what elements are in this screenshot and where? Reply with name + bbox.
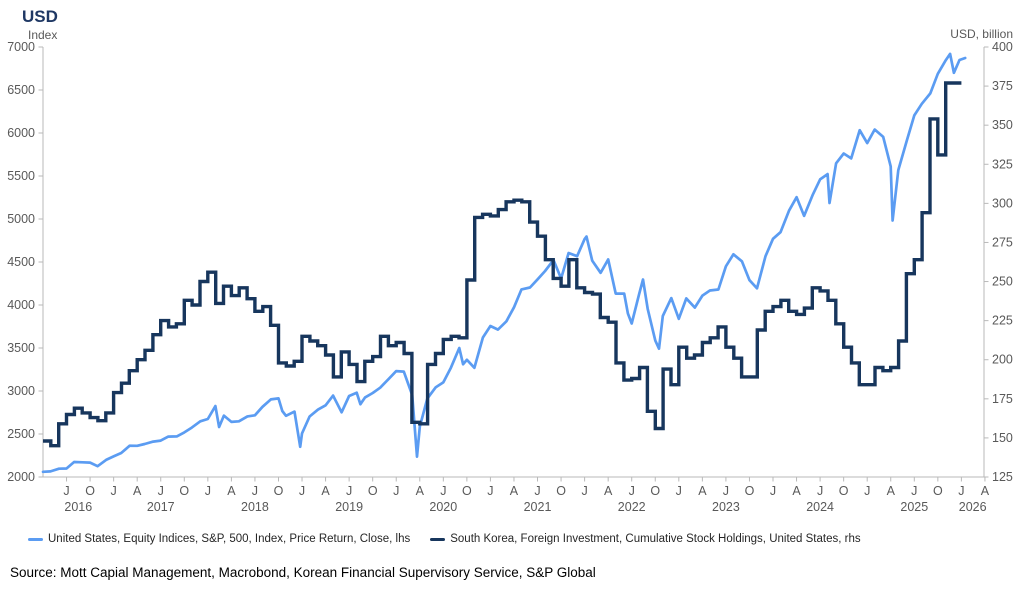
legend-item-korea: South Korea, Foreign Investment, Cumulat… [430, 533, 861, 545]
svg-text:A: A [227, 484, 236, 498]
svg-text:300: 300 [992, 196, 1013, 210]
svg-text:J: J [864, 484, 870, 498]
left-axis-unit-label: Index [28, 28, 58, 42]
legend-label-sp500: United States, Equity Indices, S&P, 500,… [48, 533, 411, 545]
svg-text:J: J [158, 484, 164, 498]
svg-text:2025: 2025 [900, 500, 928, 514]
chart-title: USD [22, 7, 58, 26]
svg-text:O: O [368, 484, 378, 498]
svg-text:J: J [958, 484, 964, 498]
svg-text:2018: 2018 [241, 500, 269, 514]
svg-text:A: A [698, 484, 707, 498]
svg-text:O: O [462, 484, 472, 498]
svg-text:150: 150 [992, 431, 1013, 445]
svg-text:J: J [346, 484, 352, 498]
svg-text:4000: 4000 [7, 298, 35, 312]
svg-text:J: J [299, 484, 305, 498]
svg-text:O: O [85, 484, 95, 498]
svg-text:O: O [839, 484, 849, 498]
svg-text:J: J [111, 484, 117, 498]
svg-text:200: 200 [992, 353, 1013, 367]
svg-text:O: O [556, 484, 566, 498]
svg-text:2000: 2000 [7, 470, 35, 484]
svg-text:O: O [933, 484, 943, 498]
svg-text:O: O [650, 484, 660, 498]
svg-text:A: A [510, 484, 519, 498]
svg-text:125: 125 [992, 470, 1013, 484]
svg-text:6500: 6500 [7, 83, 35, 97]
svg-text:J: J [581, 484, 587, 498]
svg-text:J: J [534, 484, 540, 498]
svg-text:J: J [393, 484, 399, 498]
svg-text:275: 275 [992, 235, 1013, 249]
svg-text:375: 375 [992, 79, 1013, 93]
svg-text:250: 250 [992, 275, 1013, 289]
svg-text:2016: 2016 [64, 500, 92, 514]
svg-text:6000: 6000 [7, 126, 35, 140]
svg-text:A: A [981, 484, 990, 498]
svg-text:5500: 5500 [7, 169, 35, 183]
svg-text:5000: 5000 [7, 212, 35, 226]
svg-text:J: J [676, 484, 682, 498]
svg-text:225: 225 [992, 314, 1013, 328]
svg-text:A: A [604, 484, 613, 498]
svg-text:J: J [817, 484, 823, 498]
svg-text:J: J [911, 484, 917, 498]
svg-text:J: J [723, 484, 729, 498]
legend: United States, Equity Indices, S&P, 500,… [28, 533, 1018, 545]
svg-text:2024: 2024 [806, 500, 834, 514]
svg-text:J: J [205, 484, 211, 498]
svg-text:2023: 2023 [712, 500, 740, 514]
svg-text:A: A [133, 484, 142, 498]
right-axis-unit-label: USD, billion [950, 27, 1013, 41]
svg-text:O: O [745, 484, 755, 498]
svg-text:400: 400 [992, 40, 1013, 54]
sp500-line-swatch-icon [28, 537, 43, 541]
svg-text:J: J [487, 484, 493, 498]
svg-text:A: A [321, 484, 330, 498]
svg-text:2022: 2022 [618, 500, 646, 514]
svg-text:7000: 7000 [7, 40, 35, 54]
korea-line-swatch-icon [430, 537, 446, 541]
svg-text:2021: 2021 [524, 500, 552, 514]
svg-text:2020: 2020 [429, 500, 457, 514]
svg-text:O: O [274, 484, 284, 498]
svg-text:O: O [179, 484, 189, 498]
svg-text:J: J [770, 484, 776, 498]
legend-item-sp500: United States, Equity Indices, S&P, 500,… [28, 533, 410, 545]
svg-text:325: 325 [992, 157, 1013, 171]
plot-area: 2000 2500 3000 3500 4000 4500 5000 5500 6000 6500… [7, 40, 1013, 514]
svg-text:3500: 3500 [7, 341, 35, 355]
legend-label-korea: South Korea, Foreign Investment, Cumulat… [450, 533, 861, 545]
source-text: Source: Mott Capial Management, Macrobon… [10, 565, 596, 580]
svg-text:350: 350 [992, 118, 1013, 132]
svg-text:J: J [440, 484, 446, 498]
svg-text:J: J [63, 484, 69, 498]
svg-text:175: 175 [992, 392, 1013, 406]
svg-text:A: A [792, 484, 801, 498]
svg-text:A: A [887, 484, 896, 498]
svg-text:2026: 2026 [959, 500, 987, 514]
svg-text:4500: 4500 [7, 255, 35, 269]
svg-text:A: A [416, 484, 425, 498]
svg-text:2019: 2019 [335, 500, 363, 514]
svg-text:J: J [629, 484, 635, 498]
svg-text:J: J [252, 484, 258, 498]
svg-text:2500: 2500 [7, 427, 35, 441]
svg-text:2017: 2017 [147, 500, 175, 514]
svg-text:3000: 3000 [7, 384, 35, 398]
